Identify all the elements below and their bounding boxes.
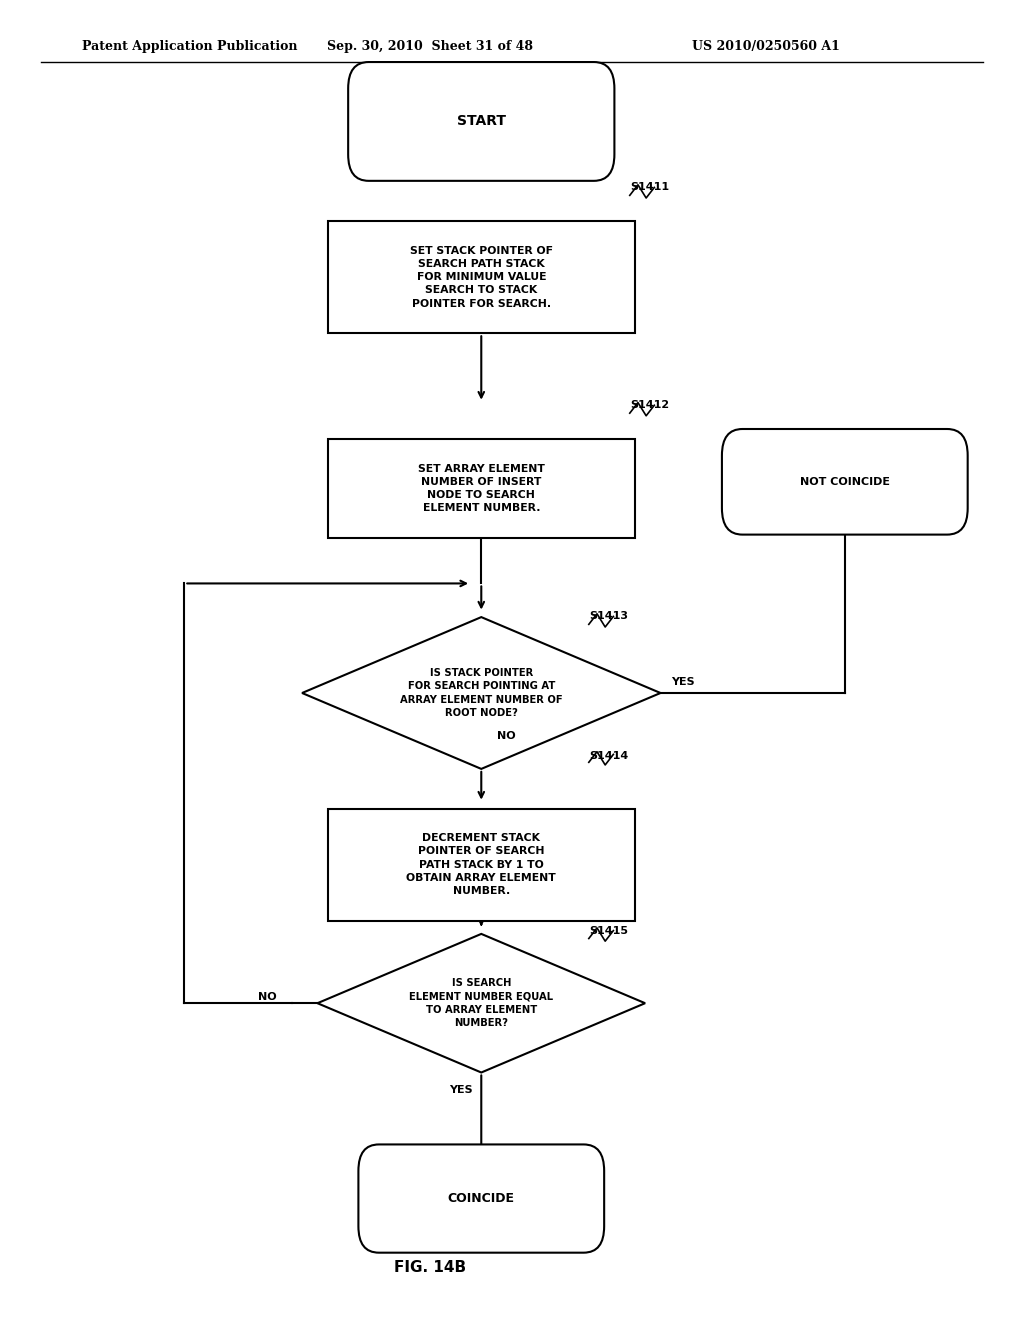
Text: S1412: S1412 (630, 400, 669, 411)
Text: SET STACK POINTER OF
SEARCH PATH STACK
FOR MINIMUM VALUE
SEARCH TO STACK
POINTER: SET STACK POINTER OF SEARCH PATH STACK F… (410, 246, 553, 309)
Bar (328, 438, 635, 539)
Text: NO: NO (497, 731, 515, 741)
FancyBboxPatch shape (722, 429, 968, 535)
Text: S1413: S1413 (589, 611, 628, 622)
Text: S1411: S1411 (630, 182, 669, 193)
Text: DECREMENT STACK
POINTER OF SEARCH
PATH STACK BY 1 TO
OBTAIN ARRAY ELEMENT
NUMBER: DECREMENT STACK POINTER OF SEARCH PATH S… (407, 833, 556, 896)
Text: YES: YES (671, 677, 694, 688)
Text: Patent Application Publication: Patent Application Publication (82, 40, 297, 53)
FancyBboxPatch shape (358, 1144, 604, 1253)
Text: YES: YES (449, 1085, 473, 1096)
Bar (328, 220, 635, 333)
Polygon shape (302, 618, 660, 768)
Polygon shape (317, 935, 645, 1072)
Text: SET ARRAY ELEMENT
NUMBER OF INSERT
NODE TO SEARCH
ELEMENT NUMBER.: SET ARRAY ELEMENT NUMBER OF INSERT NODE … (418, 463, 545, 513)
Text: S1414: S1414 (589, 751, 628, 760)
Text: COINCIDE: COINCIDE (447, 1192, 515, 1205)
Text: IS SEARCH
ELEMENT NUMBER EQUAL
TO ARRAY ELEMENT
NUMBER?: IS SEARCH ELEMENT NUMBER EQUAL TO ARRAY … (410, 978, 553, 1028)
Text: IS STACK POINTER
FOR SEARCH POINTING AT
ARRAY ELEMENT NUMBER OF
ROOT NODE?: IS STACK POINTER FOR SEARCH POINTING AT … (400, 668, 562, 718)
Text: US 2010/0250560 A1: US 2010/0250560 A1 (692, 40, 840, 53)
Text: START: START (457, 115, 506, 128)
Text: NOT COINCIDE: NOT COINCIDE (800, 477, 890, 487)
Text: Sep. 30, 2010  Sheet 31 of 48: Sep. 30, 2010 Sheet 31 of 48 (327, 40, 534, 53)
Text: FIG. 14B: FIG. 14B (394, 1259, 466, 1275)
Text: S1415: S1415 (589, 925, 628, 936)
FancyBboxPatch shape (348, 62, 614, 181)
Text: NO: NO (258, 991, 276, 1002)
Bar (328, 808, 635, 921)
